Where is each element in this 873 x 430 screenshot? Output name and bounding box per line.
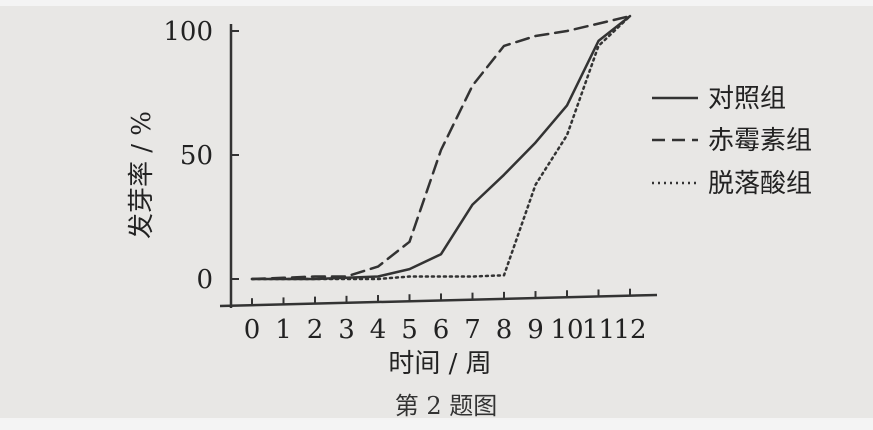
x-tick-label: 7: [464, 315, 481, 345]
x-tick-label: 5: [401, 315, 418, 345]
figure-caption: 第 2 题图: [395, 392, 498, 420]
legend-label: 脱落酸组: [708, 169, 812, 199]
x-tick-label: 6: [433, 315, 450, 345]
series-line-dotted: [250, 14, 632, 281]
x-tick-label: 11: [582, 315, 615, 345]
bottom-border: [0, 418, 873, 430]
series-line-dashed: [250, 14, 632, 281]
x-tick-label: 9: [527, 315, 544, 345]
x-tick-label: 0: [244, 315, 261, 345]
series-lines: [250, 14, 632, 281]
y-tick-label: 50: [180, 141, 213, 171]
x-axis: [219, 293, 658, 308]
x-tick-label: 12: [613, 315, 646, 345]
y-tick-label: 0: [196, 265, 213, 295]
x-tick-label: 10: [550, 315, 583, 345]
top-border: [0, 0, 873, 6]
x-tick-label: 1: [275, 315, 292, 345]
legend-label: 对照组: [708, 84, 786, 114]
x-tick-label: 8: [496, 315, 513, 345]
x-tick-label: 4: [370, 315, 387, 345]
x-axis-title: 时间 / 周: [388, 349, 491, 379]
x-tick-label: 2: [307, 315, 324, 345]
y-ticks: 0 50 100: [163, 17, 239, 295]
y-axis-title: 发芽率 / %: [127, 111, 157, 239]
x-tick-label: 3: [338, 315, 355, 345]
y-tick-label: 100: [163, 17, 213, 47]
legend-label: 赤霉素组: [708, 126, 812, 156]
